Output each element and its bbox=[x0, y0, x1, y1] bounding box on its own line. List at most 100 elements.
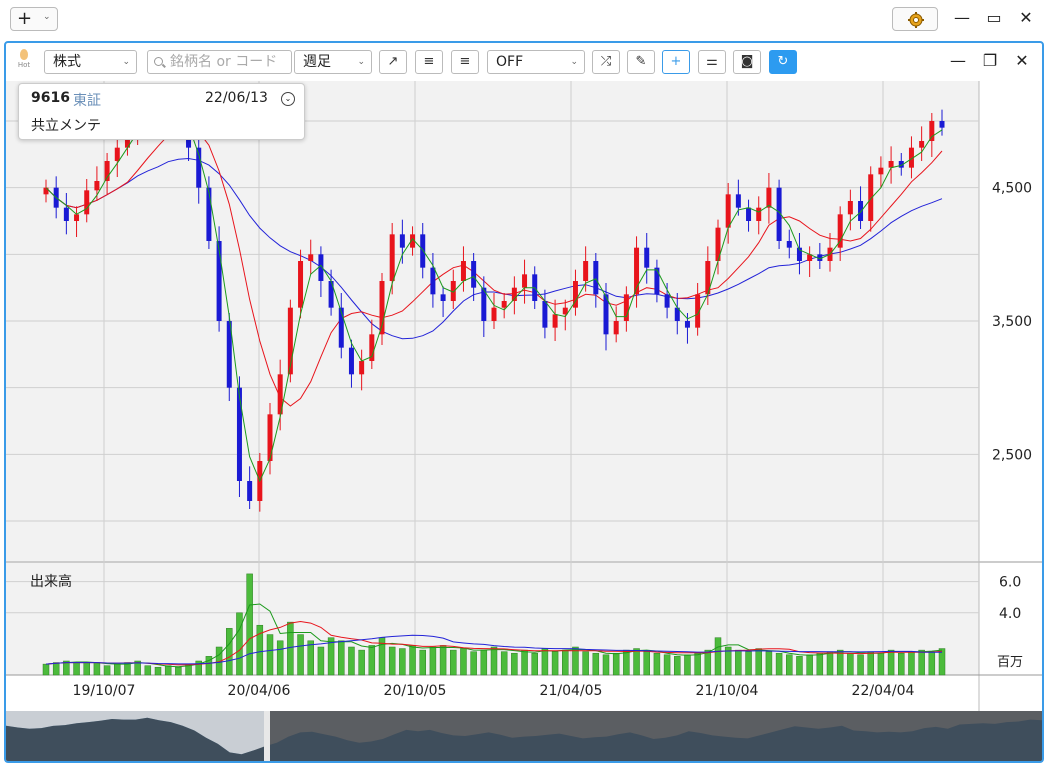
volume-bar bbox=[602, 654, 610, 676]
candle-body bbox=[674, 307, 680, 321]
volume-bar bbox=[287, 621, 294, 676]
volume-tick-label: 4.0 bbox=[999, 606, 1021, 622]
navigator-handle[interactable] bbox=[264, 711, 270, 761]
camera-icon: ◙ bbox=[740, 54, 754, 69]
candle-body bbox=[471, 261, 477, 288]
volume-bar bbox=[317, 646, 325, 676]
candle-body bbox=[796, 247, 802, 261]
volume-bar bbox=[327, 637, 335, 676]
candle-body bbox=[562, 307, 568, 315]
candle-body bbox=[837, 214, 843, 248]
align-right-icon: ≡ bbox=[459, 54, 471, 69]
candle-body bbox=[287, 307, 293, 375]
volume-bar bbox=[735, 649, 742, 676]
draw-button[interactable]: ✎ bbox=[627, 50, 655, 74]
volume-bar bbox=[83, 662, 90, 676]
candle-body bbox=[410, 234, 416, 248]
maximize-icon[interactable]: ▭ bbox=[986, 8, 1002, 27]
shuffle-button[interactable]: ⤮ bbox=[592, 50, 620, 74]
candle-body bbox=[583, 261, 589, 281]
stock-name: 共立メンテ bbox=[31, 118, 101, 134]
volume-bar bbox=[551, 651, 559, 676]
indicator-select[interactable]: OFF ⌄ bbox=[487, 50, 585, 74]
align-right-button[interactable]: ≡ bbox=[451, 50, 479, 74]
range-navigator[interactable] bbox=[6, 711, 1042, 761]
candle-body bbox=[501, 301, 507, 308]
new-chart-button[interactable]: + ⌄ bbox=[10, 7, 58, 31]
x-tick-label: 19/10/07 bbox=[73, 683, 136, 699]
trendline-button[interactable]: ↗ bbox=[379, 50, 407, 74]
volume-bar bbox=[511, 652, 518, 676]
volume-bar bbox=[572, 646, 579, 676]
volume-bar bbox=[582, 651, 589, 676]
volume-bar bbox=[144, 665, 152, 676]
volume-bar bbox=[806, 654, 813, 676]
candle-body bbox=[705, 261, 711, 295]
crosshair-icon: + bbox=[670, 54, 682, 69]
volume-bar bbox=[236, 612, 243, 676]
candle-body bbox=[572, 281, 578, 308]
candle-body bbox=[226, 321, 232, 388]
candle-body bbox=[389, 234, 395, 281]
market-select[interactable]: 株式 ⌄ bbox=[44, 50, 137, 74]
hot-label: Hot bbox=[17, 61, 31, 69]
candle-body bbox=[634, 247, 640, 295]
volume-bar bbox=[786, 654, 793, 676]
volume-bar bbox=[938, 648, 946, 676]
volume-bar bbox=[419, 649, 426, 676]
candle-body bbox=[481, 287, 487, 321]
settings-sliders-button[interactable]: ⚌ bbox=[698, 50, 726, 74]
minimize-icon[interactable]: — bbox=[950, 51, 966, 70]
volume-bar bbox=[541, 648, 549, 676]
volume-bar bbox=[205, 656, 213, 676]
pencil-icon: ✎ bbox=[635, 54, 647, 69]
price-tick-label: 2,500 bbox=[992, 447, 1032, 463]
volume-bar bbox=[358, 649, 365, 676]
candle-body bbox=[450, 281, 456, 301]
volume-bar bbox=[663, 654, 671, 676]
chart-canvas[interactable]: 4,500 3,500 2,500 6.0 4.0 19/10/07 20/04/06 20… bbox=[6, 81, 1042, 711]
volume-bar bbox=[42, 663, 50, 676]
crosshair-button[interactable]: + bbox=[662, 50, 690, 74]
restore-icon[interactable]: ❐ bbox=[982, 51, 998, 70]
volume-bar bbox=[338, 640, 345, 676]
candle-body bbox=[664, 294, 670, 308]
volume-bar bbox=[745, 651, 752, 676]
align-left-button[interactable]: ≡ bbox=[415, 50, 443, 74]
volume-bar bbox=[246, 573, 253, 676]
candle-body bbox=[847, 201, 853, 215]
candle-body bbox=[74, 214, 80, 221]
screenshot-button[interactable]: ◙ bbox=[733, 50, 761, 74]
volume-bar bbox=[796, 656, 803, 676]
settings-button[interactable] bbox=[892, 7, 938, 31]
volume-bar bbox=[480, 649, 488, 676]
stock-chart[interactable]: 4,500 3,500 2,500 6.0 4.0 19/10/07 20/04/06 20… bbox=[6, 81, 1042, 761]
x-tick-label: 20/10/05 bbox=[384, 683, 447, 699]
minimize-icon[interactable]: — bbox=[954, 8, 970, 27]
period-select[interactable]: 週足 ⌄ bbox=[294, 50, 372, 74]
candle-body bbox=[318, 254, 324, 281]
volume-bar bbox=[460, 648, 467, 676]
volume-bar bbox=[633, 648, 640, 676]
candle-body bbox=[939, 121, 945, 128]
close-icon[interactable]: ✕ bbox=[1019, 8, 1033, 27]
volume-bar bbox=[500, 651, 508, 676]
candle-body bbox=[807, 254, 813, 261]
symbol-search[interactable] bbox=[147, 50, 292, 74]
search-input[interactable] bbox=[170, 53, 288, 71]
volume-bar bbox=[816, 652, 824, 676]
candle-body bbox=[898, 161, 904, 168]
volume-bar bbox=[399, 648, 406, 676]
candle-body bbox=[623, 294, 629, 321]
close-icon[interactable]: ✕ bbox=[1015, 51, 1029, 70]
volume-bar bbox=[297, 634, 304, 676]
volume-bar bbox=[562, 649, 569, 676]
volume-bar bbox=[847, 652, 854, 676]
volume-bar bbox=[643, 651, 650, 676]
hot-button[interactable]: Hot bbox=[14, 49, 34, 69]
volume-bar bbox=[195, 660, 202, 676]
volume-ma-long bbox=[45, 634, 943, 665]
stock-exchange: 東証 bbox=[73, 93, 101, 109]
chevron-down-icon[interactable]: ⌄ bbox=[281, 92, 295, 106]
refresh-button[interactable]: ↻ bbox=[769, 50, 797, 74]
